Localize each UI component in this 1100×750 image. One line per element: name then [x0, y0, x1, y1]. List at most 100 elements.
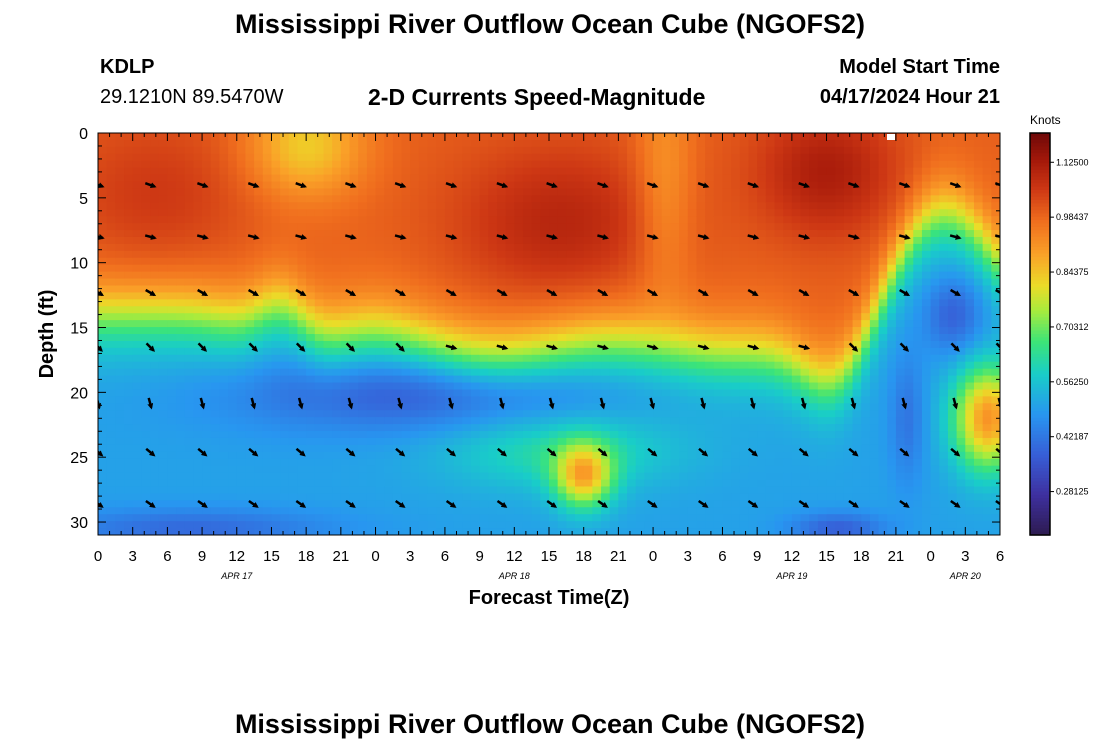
- heatmap-cell: [522, 354, 533, 363]
- heatmap-cell: [410, 278, 420, 287]
- heatmap-cell: [306, 507, 316, 515]
- heatmap-cell: [444, 375, 455, 384]
- heatmap-cell: [826, 278, 836, 287]
- heatmap-cell: [314, 236, 325, 245]
- heatmap-cell: [748, 479, 758, 488]
- heatmap-cell: [757, 410, 767, 418]
- heatmap-cell: [132, 209, 142, 217]
- heatmap-cell: [462, 340, 472, 349]
- heatmap-cell: [202, 174, 212, 183]
- heatmap-cell: [228, 500, 238, 508]
- heatmap-cell: [774, 306, 784, 314]
- heatmap-cell: [731, 334, 741, 342]
- heatmap-cell: [106, 528, 116, 535]
- heatmap-cell: [427, 188, 437, 196]
- heatmap-cell: [193, 521, 203, 529]
- heatmap-cell: [219, 264, 229, 273]
- heatmap-cell: [696, 278, 706, 287]
- heatmap-cell: [748, 444, 758, 453]
- heatmap-cell: [739, 278, 750, 287]
- heatmap-cell: [141, 174, 151, 183]
- heatmap-cell: [644, 250, 654, 259]
- heatmap-cell: [575, 354, 585, 363]
- heatmap-cell: [323, 160, 333, 169]
- heatmap-cell: [496, 361, 507, 370]
- heatmap-cell: [722, 216, 732, 224]
- heatmap-cell: [549, 313, 559, 321]
- heatmap-cell: [549, 285, 559, 294]
- heatmap-cell: [219, 153, 229, 162]
- heatmap-cell: [410, 223, 420, 231]
- heatmap-cell: [496, 292, 507, 300]
- heatmap-cell: [531, 486, 541, 495]
- heatmap-cell: [505, 285, 515, 294]
- heatmap-cell: [549, 306, 559, 314]
- heatmap-cell: [592, 133, 602, 141]
- heatmap-cell: [271, 271, 281, 280]
- heatmap-cell: [774, 167, 784, 176]
- heatmap-cell: [210, 230, 221, 238]
- heatmap-cell: [557, 514, 567, 522]
- heatmap-cell: [158, 271, 168, 280]
- heatmap-cell: [462, 230, 472, 238]
- heatmap-cell: [670, 514, 680, 522]
- heatmap-cell: [601, 472, 611, 481]
- heatmap-cell: [150, 271, 160, 280]
- heatmap-cell: [280, 396, 290, 404]
- heatmap-cell: [340, 334, 351, 342]
- heatmap-cell: [280, 167, 290, 176]
- heatmap-cell: [358, 458, 368, 467]
- heatmap-cell: [783, 250, 793, 259]
- heatmap-cell: [462, 354, 472, 363]
- heatmap-cell: [713, 146, 724, 155]
- heatmap-cell: [141, 167, 151, 176]
- heatmap-cell: [800, 437, 810, 446]
- heatmap-cell: [566, 340, 576, 349]
- heatmap-cell: [575, 528, 585, 535]
- heatmap-cell: [635, 528, 645, 535]
- heatmap-cell: [540, 521, 550, 529]
- heatmap-cell: [661, 382, 672, 391]
- heatmap-cell: [531, 299, 541, 307]
- heatmap-cell: [609, 417, 619, 425]
- heatmap-cell: [392, 500, 403, 508]
- heatmap-cell: [375, 299, 385, 307]
- heatmap-cell: [505, 437, 515, 446]
- heatmap-cell: [609, 188, 619, 196]
- heatmap-cell: [575, 347, 585, 356]
- heatmap-cell: [791, 209, 802, 217]
- heatmap-cell: [366, 146, 377, 155]
- heatmap-cell: [488, 417, 498, 425]
- heatmap-cell: [176, 403, 186, 411]
- heatmap-cell: [150, 195, 160, 203]
- heatmap-cell: [254, 146, 264, 155]
- heatmap-cell: [427, 424, 437, 432]
- heatmap-cell: [653, 160, 663, 169]
- heatmap-cell: [705, 278, 715, 287]
- heatmap-cell: [228, 410, 238, 418]
- heatmap-cell: [644, 493, 654, 501]
- heatmap-cell: [783, 375, 793, 384]
- heatmap-cell: [627, 500, 637, 508]
- heatmap-cell: [444, 174, 455, 183]
- heatmap-cell: [496, 486, 507, 495]
- heatmap-cell: [132, 437, 142, 446]
- heatmap-cell: [479, 146, 489, 155]
- heatmap-cell: [366, 437, 377, 446]
- heatmap-cell: [791, 313, 802, 321]
- heatmap-cell: [809, 382, 819, 391]
- heatmap-cell: [193, 389, 203, 397]
- heatmap-cell: [687, 347, 698, 356]
- heatmap-cell: [627, 479, 637, 488]
- heatmap-cell: [462, 368, 472, 377]
- heatmap-cell: [627, 133, 637, 141]
- heatmap-cell: [522, 174, 533, 183]
- heatmap-cell: [340, 188, 351, 196]
- heatmap-cell: [401, 458, 411, 467]
- heatmap-cell: [653, 153, 663, 162]
- heatmap-cell: [288, 209, 299, 217]
- heatmap-cell: [496, 375, 507, 384]
- heatmap-cell: [124, 514, 134, 522]
- heatmap-cell: [384, 479, 394, 488]
- heatmap-cell: [601, 257, 611, 266]
